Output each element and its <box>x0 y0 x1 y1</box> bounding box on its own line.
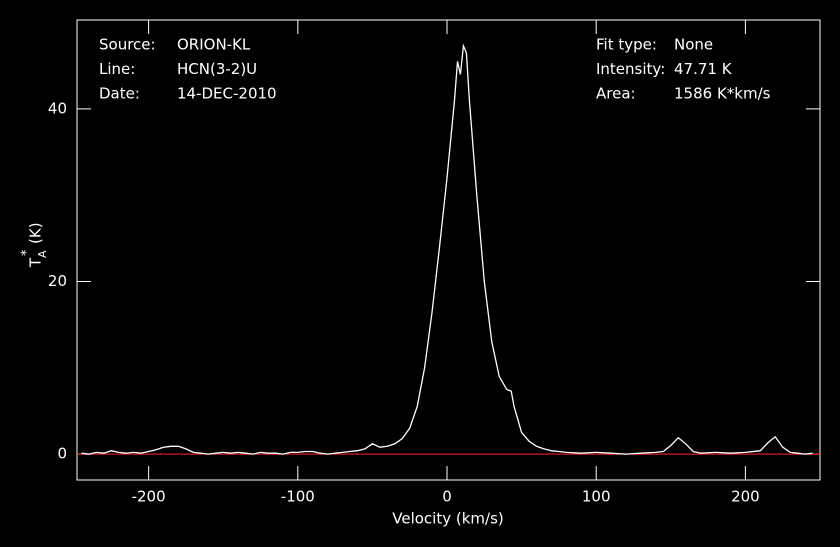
y-tick-label: 20 <box>48 272 67 290</box>
info-value: HCN(3-2)U <box>177 60 257 78</box>
plot-frame <box>76 19 821 481</box>
x-tick-label: 0 <box>442 488 452 506</box>
info-key: Date: <box>99 85 140 103</box>
spectrum-line <box>81 43 813 455</box>
info-value: 47.71 K <box>674 60 733 78</box>
y-tick-label: 0 <box>57 445 67 463</box>
info-value: 1586 K*km/s <box>674 85 771 103</box>
y-label-base: T <box>27 257 45 268</box>
y-label-sup: * <box>20 249 35 256</box>
info-key: Fit type: <box>596 36 657 54</box>
x-tick-label: 100 <box>582 488 611 506</box>
info-key: Source: <box>99 36 156 54</box>
x-tick-label: 200 <box>731 488 760 506</box>
info-value: 14-DEC-2010 <box>177 85 277 103</box>
x-tick-label: -200 <box>132 488 166 506</box>
x-axis-label: Velocity (km/s) <box>392 510 503 528</box>
info-value: ORION-KL <box>177 36 251 54</box>
y-label-sub: A <box>36 250 49 258</box>
y-tick-label: 40 <box>48 99 67 117</box>
info-key: Intensity: <box>596 60 665 78</box>
y-axis-label: T A * (K) <box>20 222 50 268</box>
info-key: Line: <box>99 60 135 78</box>
info-key: Area: <box>596 85 636 103</box>
x-tick-label: -100 <box>281 488 315 506</box>
y-label-unit: (K) <box>27 222 45 244</box>
info-value: None <box>674 36 713 54</box>
